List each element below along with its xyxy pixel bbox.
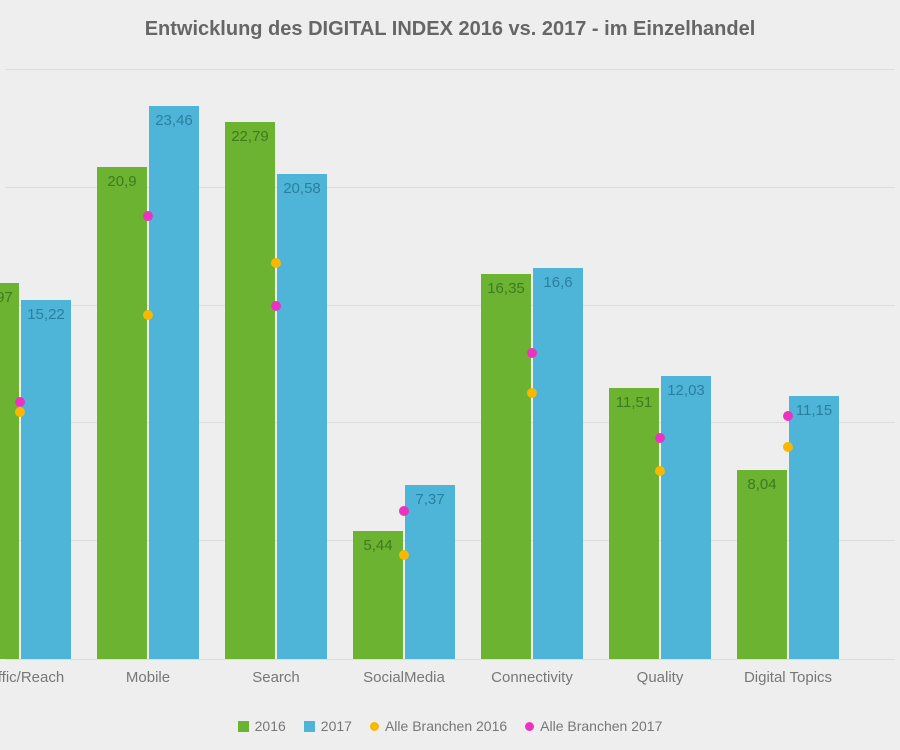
category-label: Traffic/Reach bbox=[0, 659, 71, 686]
legend-item-alle_2017: Alle Branchen 2017 bbox=[525, 718, 662, 734]
bar-value-2016: 22,79 bbox=[225, 128, 275, 145]
legend-item-2016: 2016 bbox=[238, 718, 286, 734]
legend-swatch bbox=[304, 721, 315, 732]
bar-2017: 11,15 bbox=[789, 396, 839, 659]
bar-group: 15,9715,22Traffic/Reach bbox=[0, 70, 71, 659]
dot-alle_2016 bbox=[655, 466, 665, 476]
category-label: Digital Topics bbox=[737, 659, 839, 686]
category-label: Mobile bbox=[97, 659, 199, 686]
bar-2017: 15,22 bbox=[21, 300, 71, 659]
dot-alle_2017 bbox=[15, 397, 25, 407]
dot-alle_2016 bbox=[271, 258, 281, 268]
dot-alle_2016 bbox=[143, 310, 153, 320]
bar-2016: 20,9 bbox=[97, 167, 147, 659]
bar-2017: 23,46 bbox=[149, 106, 199, 659]
bar-value-2017: 7,37 bbox=[405, 491, 455, 508]
legend-swatch bbox=[370, 722, 379, 731]
bar-value-2016: 8,04 bbox=[737, 476, 787, 493]
category-label: SocialMedia bbox=[353, 659, 455, 686]
dot-alle_2017 bbox=[655, 433, 665, 443]
bar-2016: 16,35 bbox=[481, 274, 531, 659]
bar-2016: 22,79 bbox=[225, 122, 275, 659]
legend-item-alle_2016: Alle Branchen 2016 bbox=[370, 718, 507, 734]
legend-swatch bbox=[525, 722, 534, 731]
legend-label: Alle Branchen 2017 bbox=[540, 718, 662, 734]
bar-value-2017: 23,46 bbox=[149, 112, 199, 129]
category-label: Search bbox=[225, 659, 327, 686]
bar-value-2017: 12,03 bbox=[661, 382, 711, 399]
bar-2016: 8,04 bbox=[737, 470, 787, 659]
bar-value-2016: 20,9 bbox=[97, 173, 147, 190]
bar-value-2017: 20,58 bbox=[277, 180, 327, 197]
dot-alle_2017 bbox=[783, 411, 793, 421]
legend-item-2017: 2017 bbox=[304, 718, 352, 734]
bar-2016: 5,44 bbox=[353, 531, 403, 659]
bar-2017: 20,58 bbox=[277, 174, 327, 659]
dot-alle_2017 bbox=[527, 348, 537, 358]
plot-area: 15,9715,22Traffic/Reach20,923,46Mobile22… bbox=[5, 70, 895, 660]
bar-2017: 16,6 bbox=[533, 268, 583, 659]
category-label: Connectivity bbox=[481, 659, 583, 686]
bar-value-2016: 11,51 bbox=[609, 394, 659, 411]
bar-2017: 7,37 bbox=[405, 485, 455, 659]
legend-label: 2016 bbox=[255, 718, 286, 734]
bar-group: 11,5112,03Quality bbox=[609, 70, 711, 659]
category-label: Quality bbox=[609, 659, 711, 686]
bar-value-2017: 11,15 bbox=[789, 402, 839, 419]
bar-value-2016: 15,97 bbox=[0, 289, 19, 306]
bar-group: 16,3516,6Connectivity bbox=[481, 70, 583, 659]
bar-2017: 12,03 bbox=[661, 376, 711, 659]
bar-2016: 15,97 bbox=[0, 283, 19, 659]
legend-swatch bbox=[238, 721, 249, 732]
bar-value-2016: 5,44 bbox=[353, 537, 403, 554]
dot-alle_2017 bbox=[399, 506, 409, 516]
dot-alle_2016 bbox=[783, 442, 793, 452]
dot-alle_2017 bbox=[271, 301, 281, 311]
bar-value-2017: 15,22 bbox=[21, 306, 71, 323]
bar-group: 5,447,37SocialMedia bbox=[353, 70, 455, 659]
dot-alle_2016 bbox=[15, 407, 25, 417]
dot-alle_2016 bbox=[527, 388, 537, 398]
bar-group: 8,0411,15Digital Topics bbox=[737, 70, 839, 659]
chart-title: Entwicklung des DIGITAL INDEX 2016 vs. 2… bbox=[0, 18, 900, 41]
bar-group: 20,923,46Mobile bbox=[97, 70, 199, 659]
bar-value-2017: 16,6 bbox=[533, 274, 583, 291]
legend-label: 2017 bbox=[321, 718, 352, 734]
dot-alle_2017 bbox=[143, 211, 153, 221]
bar-group: 22,7920,58Search bbox=[225, 70, 327, 659]
bar-value-2016: 16,35 bbox=[481, 280, 531, 297]
legend-label: Alle Branchen 2016 bbox=[385, 718, 507, 734]
dot-alle_2016 bbox=[399, 550, 409, 560]
bar-2016: 11,51 bbox=[609, 388, 659, 659]
legend: 2016 2017 Alle Branchen 2016 Alle Branchen … bbox=[0, 718, 900, 734]
